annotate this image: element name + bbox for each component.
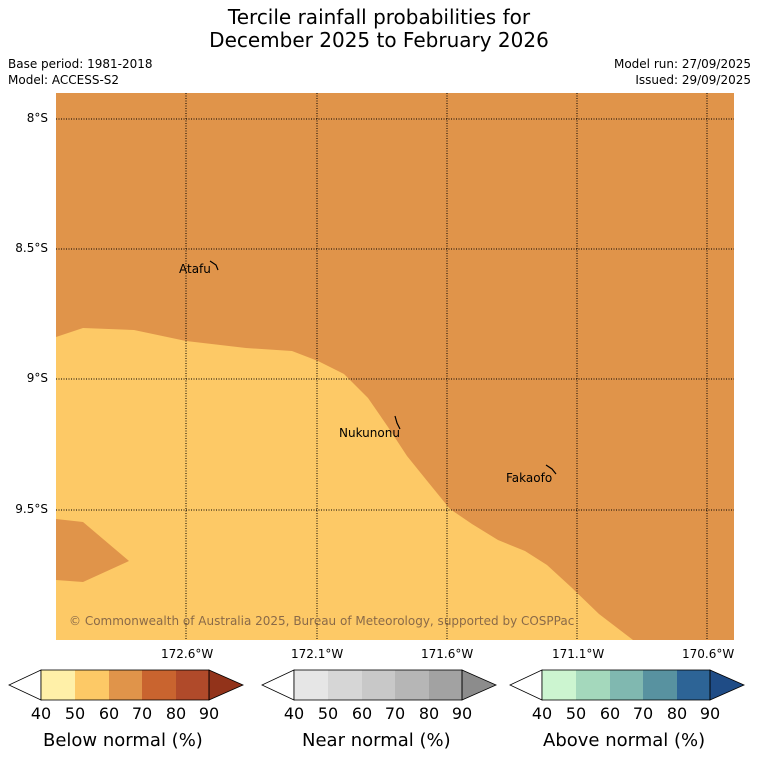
legend-above-normal-swatch-40-50: [542, 670, 576, 700]
legend-near-normal-frame: [293, 669, 463, 701]
legend-near-normal-tick: 90: [451, 704, 473, 723]
legend-below-normal-colorbar: [8, 669, 244, 701]
place-label-fakaofo: Fakaofo: [506, 471, 553, 485]
fakaofo-outline: [545, 464, 557, 475]
legend-below-normal-tick: 60: [98, 704, 120, 723]
legend-above-normal-tick: 90: [699, 704, 721, 723]
legend-below-normal-over-arrow: [208, 669, 244, 701]
meta-right: Model run: 27/09/2025 Issued: 29/09/2025: [614, 56, 751, 88]
legend-above-normal-tick: 50: [565, 704, 587, 723]
below-normal-40-50-region: [56, 328, 633, 640]
legend-above-normal-tick: 70: [632, 704, 654, 723]
legend-above-normal-tick: 80: [666, 704, 688, 723]
legend-above-normal-colorbar: [509, 669, 745, 701]
model-name: Model: ACCESS-S2: [8, 73, 120, 87]
copyright-notice: © Commonwealth of Australia 2025, Bureau…: [69, 614, 575, 628]
legend-below-normal-swatch-80-90: [176, 670, 209, 700]
place-label-atafu: Atafu: [179, 262, 211, 276]
legend-below-normal-frame: [40, 669, 210, 701]
lat-label-9-5s: 9.5°S: [15, 502, 48, 516]
legend-near-normal-tick: 40: [283, 704, 305, 723]
lon-label-172-6w: 172.6°W: [161, 647, 214, 661]
legend-below-normal-under-arrow: [8, 669, 42, 701]
legend-near-normal-colorbar: [261, 669, 497, 701]
legend-below-normal-tick: 80: [165, 704, 187, 723]
lon-label-171-1w: 171.1°W: [552, 647, 605, 661]
map-canvas: [56, 93, 734, 640]
lat-label-8-5s: 8.5°S: [15, 241, 48, 255]
legend-above-normal-under-arrow: [509, 669, 543, 701]
lon-label-170-6w: 170.6°W: [682, 647, 735, 661]
graticule: [56, 93, 734, 640]
lat-label-8s: 8°S: [26, 111, 48, 125]
legend-above-normal-tick: 60: [599, 704, 621, 723]
issued-date: Issued: 29/09/2025: [635, 73, 751, 87]
legend-near-normal-tick: 80: [418, 704, 440, 723]
legend-near-normal-over-arrow: [461, 669, 497, 701]
map-title-line-1: Tercile rainfall probabilities for: [227, 5, 531, 29]
atoll-outlines: [209, 260, 557, 475]
legend-near-normal-swatch-70-80: [395, 670, 429, 700]
legend-below-normal-swatch-40-50: [41, 670, 75, 700]
legend-below-normal-tick: 90: [198, 704, 220, 723]
nukunonu-outline: [394, 415, 401, 430]
legend-near-normal-swatch-50-60: [328, 670, 362, 700]
legend-below-normal-swatch-50-60: [75, 670, 109, 700]
legend-above-normal-title: Above normal (%): [543, 730, 706, 751]
below-normal-50-60-island: [56, 519, 129, 582]
map-area: [56, 93, 734, 640]
legend-above-normal-over-arrow: [709, 669, 745, 701]
legend-above-normal-swatch-50-60: [576, 670, 610, 700]
legend-near-normal-under-arrow: [261, 669, 295, 701]
legend-below-normal-swatch-60-70: [109, 670, 142, 700]
lon-label-171-6w: 171.6°W: [421, 647, 474, 661]
legend-near-normal-swatch-40-50: [294, 670, 328, 700]
legend-above-normal-tick: 40: [531, 704, 553, 723]
legend-near-normal-tick: 70: [384, 704, 406, 723]
atafu-outline: [209, 260, 219, 271]
legend-above-normal-swatch-60-70: [610, 670, 643, 700]
legend-near-normal-title: Near normal (%): [302, 730, 451, 751]
legend-below-normal-tick: 50: [64, 704, 86, 723]
legend-near-normal-tick: 50: [317, 704, 339, 723]
legend-above-normal-frame: [541, 669, 711, 701]
legend-above-normal-swatch-80-90: [677, 670, 710, 700]
legend-below-normal-swatch-70-80: [142, 670, 176, 700]
base-period: Base period: 1981-2018: [8, 57, 153, 71]
place-label-nukunonu: Nukunonu: [339, 426, 400, 440]
lon-label-172-1w: 172.1°W: [291, 647, 344, 661]
legend-below-normal-tick: 40: [30, 704, 52, 723]
legend-near-normal-swatch-60-70: [362, 670, 395, 700]
meta-left: Base period: 1981-2018 Model: ACCESS-S2: [8, 56, 153, 88]
map-title-line-2: December 2025 to February 2026: [209, 28, 549, 52]
legend-near-normal-tick: 60: [351, 704, 373, 723]
legend-near-normal-swatch-80-90: [429, 670, 462, 700]
lat-label-9s: 9°S: [26, 371, 48, 385]
legend-below-normal-tick: 70: [131, 704, 153, 723]
model-run: Model run: 27/09/2025: [613, 57, 751, 71]
legend-above-normal-swatch-70-80: [643, 670, 677, 700]
legend-below-normal-title: Below normal (%): [43, 730, 203, 751]
